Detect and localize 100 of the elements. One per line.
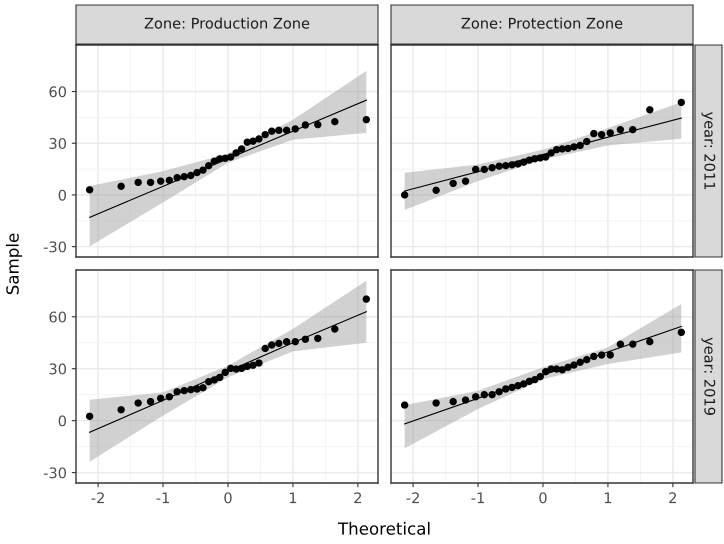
- point: [255, 135, 263, 143]
- chart-title: Zone: Protection Zone: [462, 17, 622, 29]
- point: [583, 356, 590, 364]
- x-tick-label: 1: [290, 492, 296, 504]
- point: [314, 120, 322, 128]
- point: [462, 177, 470, 185]
- point: [432, 186, 440, 194]
- line-series: [89, 100, 367, 218]
- point: [508, 384, 516, 392]
- point: [331, 118, 338, 126]
- point: [134, 178, 142, 186]
- point: [542, 153, 550, 161]
- point: [117, 406, 125, 414]
- point: [180, 173, 188, 180]
- x-tick-label: 1: [604, 492, 612, 504]
- point: [222, 368, 229, 376]
- point: [314, 334, 322, 342]
- y-tick-label: 0: [58, 190, 66, 201]
- x-axis-title: Theoretical: [338, 522, 430, 535]
- point: [472, 393, 480, 400]
- chart-title: Zone: Production Zone: [144, 17, 310, 29]
- point: [598, 130, 606, 138]
- x-tick-label: -1: [156, 492, 169, 504]
- point: [331, 325, 338, 333]
- point: [646, 106, 654, 114]
- point: [249, 138, 257, 145]
- point: [238, 145, 246, 153]
- point: [480, 391, 488, 398]
- point: [146, 398, 154, 406]
- point: [275, 340, 282, 348]
- point: [583, 138, 590, 146]
- y-tick-label: 0: [58, 415, 66, 426]
- point: [520, 380, 528, 388]
- x-tick-label: -2: [92, 492, 104, 504]
- point: [547, 149, 555, 157]
- point: [193, 385, 201, 393]
- point: [255, 359, 263, 367]
- point: [606, 351, 614, 359]
- point: [646, 338, 654, 346]
- point: [262, 344, 269, 352]
- point: [268, 341, 276, 349]
- y-axis-title: Sample: [6, 234, 22, 294]
- point: [531, 376, 538, 384]
- x-tick-label: -1: [471, 492, 484, 504]
- point: [472, 166, 480, 174]
- point: [193, 168, 201, 176]
- point: [590, 352, 598, 360]
- point: [570, 361, 578, 369]
- point: [362, 116, 370, 124]
- point: [598, 351, 606, 359]
- point: [232, 149, 240, 157]
- point: [536, 373, 544, 380]
- point: [187, 172, 194, 180]
- point: [157, 177, 164, 185]
- point: [205, 162, 212, 170]
- point: [249, 362, 257, 369]
- x-tick-label: 2: [354, 492, 362, 504]
- point: [117, 182, 125, 190]
- point: [292, 125, 299, 133]
- point: [302, 121, 310, 129]
- point: [488, 164, 496, 172]
- point: [134, 399, 142, 407]
- y-tick-label: 60: [49, 311, 66, 323]
- y2-axis-title: year: 2019: [701, 337, 716, 415]
- point: [616, 340, 624, 348]
- point: [480, 166, 488, 174]
- y-tick-label: -30: [44, 241, 66, 252]
- point: [616, 126, 624, 134]
- point: [576, 358, 584, 366]
- point: [432, 399, 440, 407]
- y-tick-label: 30: [50, 138, 66, 149]
- point: [157, 394, 164, 402]
- point: [180, 387, 188, 394]
- point: [302, 336, 310, 343]
- point: [564, 364, 572, 371]
- point: [678, 328, 685, 336]
- point: [282, 338, 290, 346]
- point: [488, 391, 496, 398]
- point: [576, 142, 584, 150]
- point: [275, 126, 282, 134]
- point: [590, 130, 598, 138]
- point: [629, 340, 636, 348]
- point: [282, 126, 290, 134]
- point: [292, 338, 299, 346]
- y2-axis-title: year: 2011: [701, 112, 716, 190]
- point: [629, 126, 636, 134]
- point: [564, 144, 572, 152]
- point: [199, 384, 207, 392]
- point: [216, 374, 224, 382]
- y-tick-label: -30: [44, 467, 66, 478]
- point: [502, 162, 510, 170]
- point: [146, 178, 154, 186]
- x-tick-label: -2: [406, 492, 419, 504]
- point: [496, 388, 503, 396]
- point: [173, 388, 181, 396]
- x-tick-label: 2: [669, 492, 676, 504]
- point: [462, 396, 470, 404]
- point: [362, 295, 370, 303]
- point: [262, 130, 269, 138]
- point: [449, 180, 457, 188]
